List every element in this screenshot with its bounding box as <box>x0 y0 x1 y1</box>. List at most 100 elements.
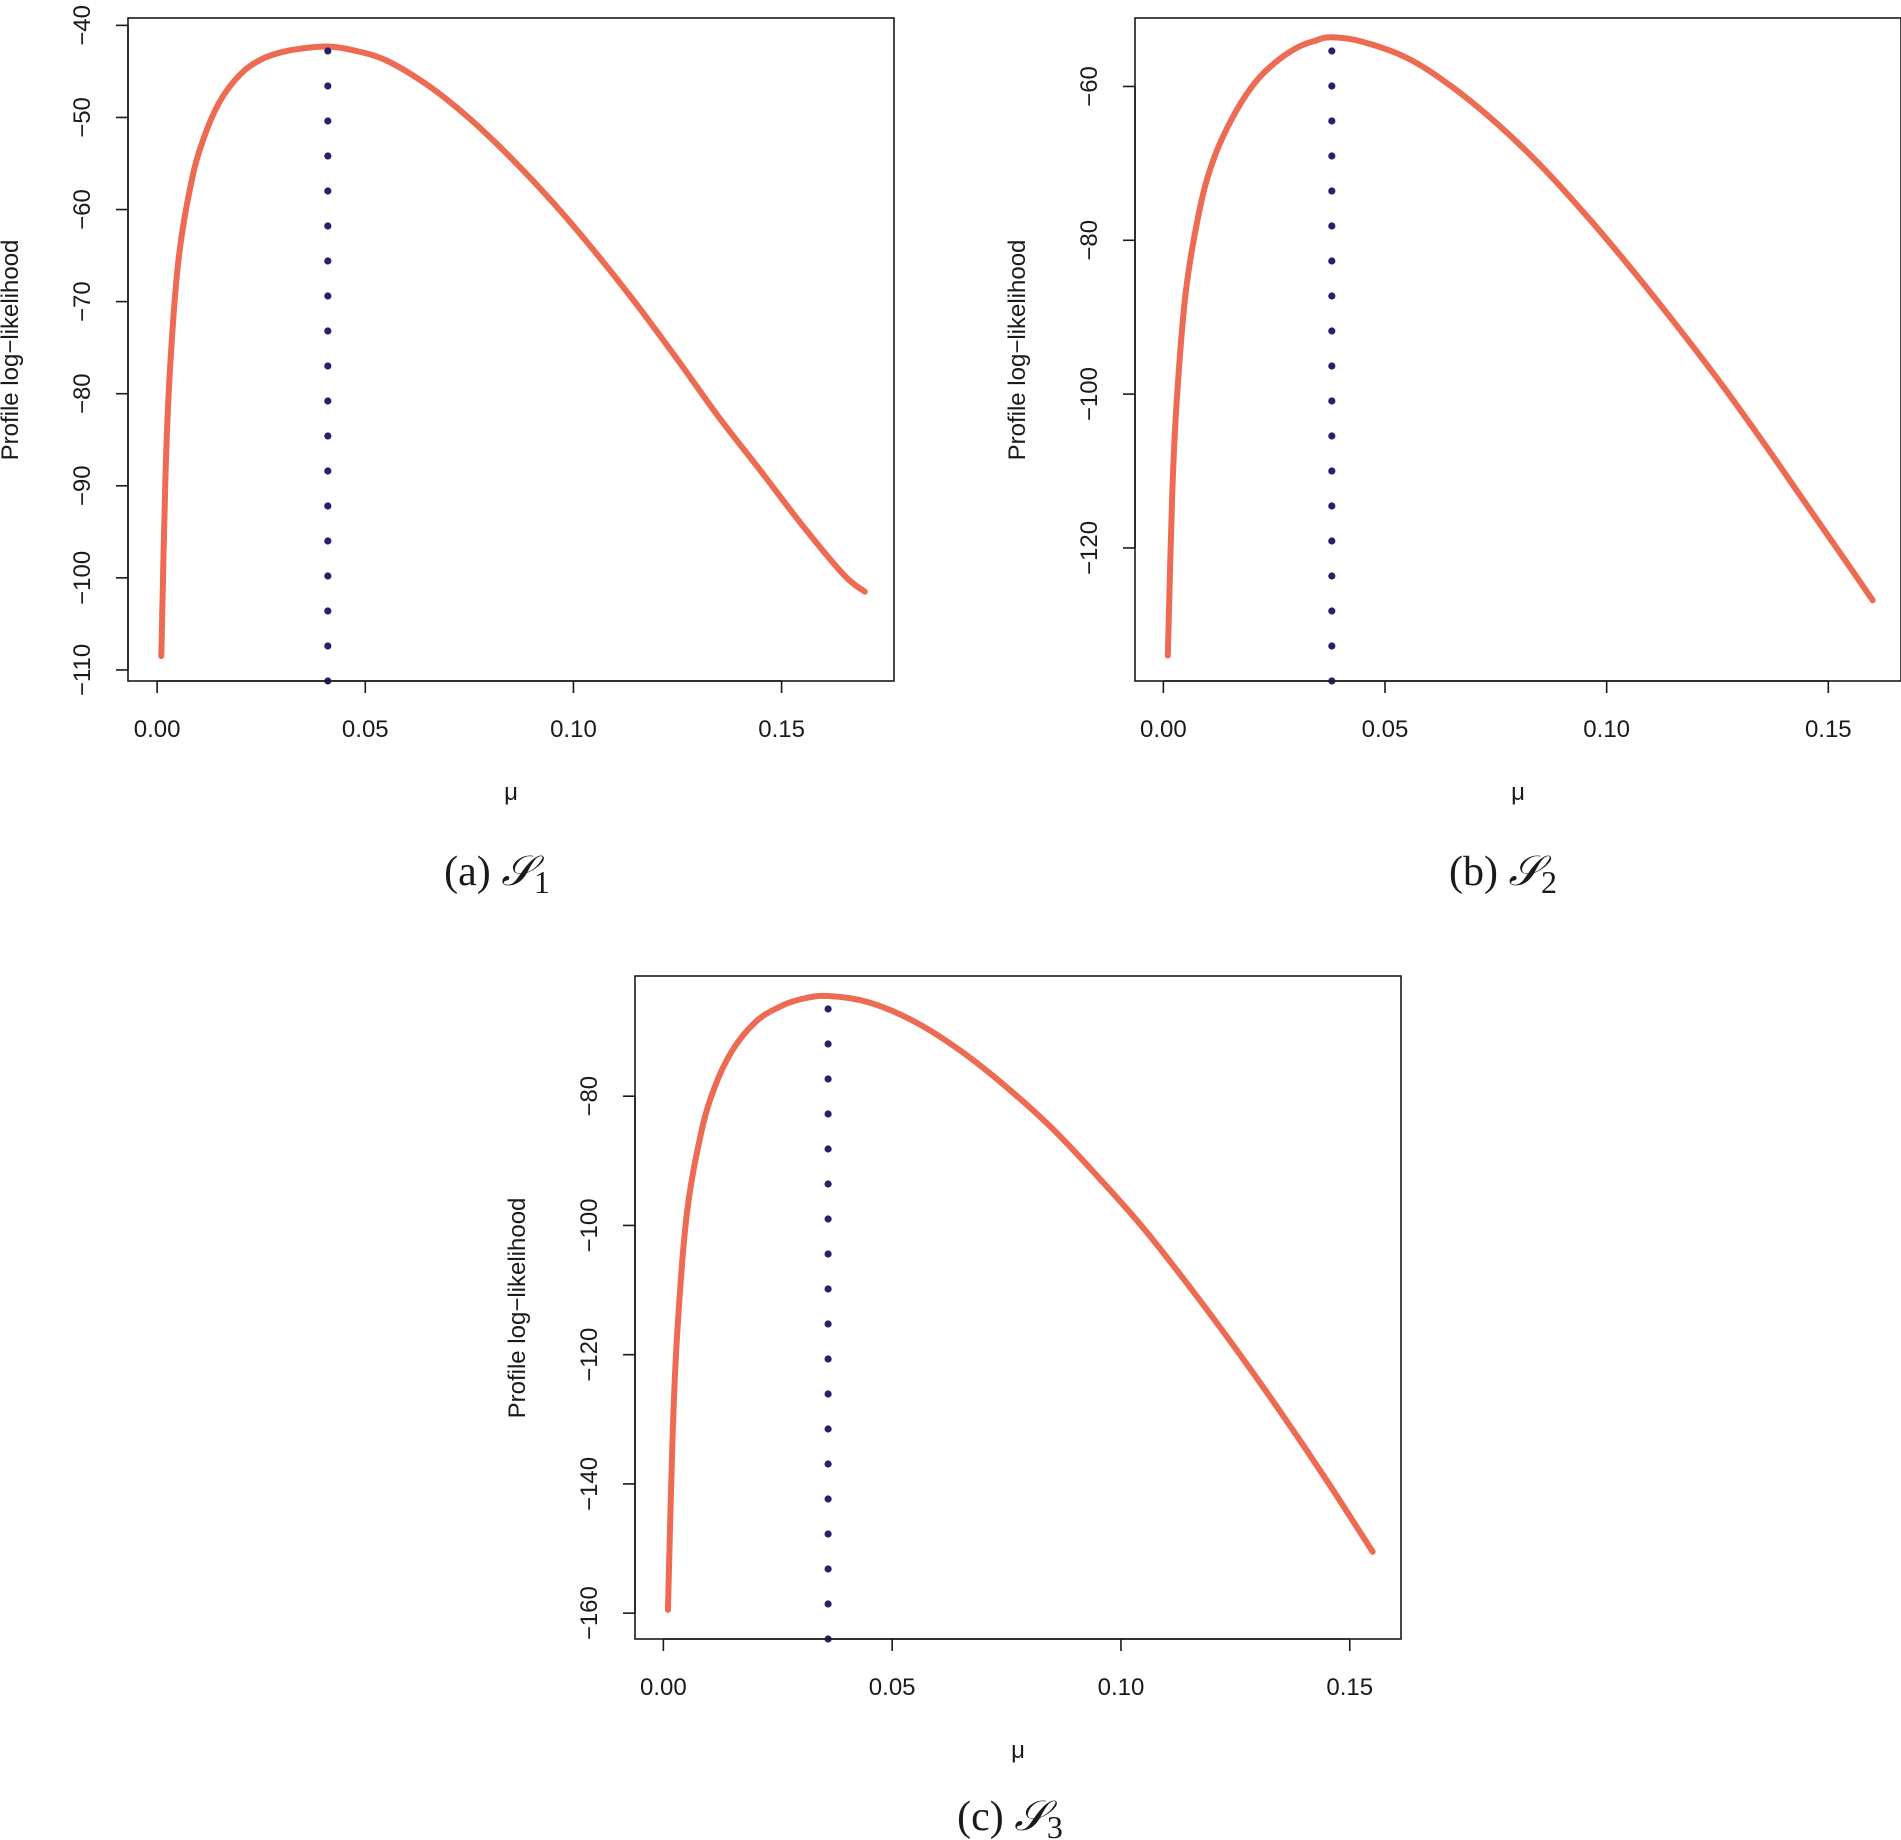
profile-likelihood-curve <box>1164 34 1876 659</box>
mle-dot <box>1328 467 1336 475</box>
mle-dot <box>824 1390 832 1398</box>
mle-dot <box>824 1075 832 1083</box>
mle-dot <box>324 47 332 55</box>
y-tick-label: −100 <box>1076 367 1103 421</box>
mle-dot <box>824 1530 832 1538</box>
mle-dot <box>324 467 332 475</box>
plot-frame <box>634 975 1402 1640</box>
x-tick-label: 0.00 <box>134 716 181 743</box>
mle-dot <box>1328 327 1336 335</box>
mle-dot <box>824 1285 832 1293</box>
panel-caption: (c) 𝒮3 <box>957 1791 1063 1840</box>
x-tick-label: 0.05 <box>342 716 389 743</box>
caption-subscript: 3 <box>1047 1809 1063 1840</box>
x-axis: 0.00 0.05 0.10 0.15 <box>134 680 805 743</box>
x-axis-title: μ <box>504 779 518 806</box>
x-axis-title: μ <box>1511 779 1525 806</box>
x-tick-label: 0.10 <box>550 716 597 743</box>
x-tick-label: 0.05 <box>1362 716 1409 743</box>
mle-dot <box>1328 397 1336 405</box>
x-tick-label: 0.10 <box>1098 1674 1145 1701</box>
caption-prefix: (b) <box>1449 849 1508 895</box>
mle-dot <box>324 292 332 300</box>
x-tick-label: 0.10 <box>1583 716 1630 743</box>
y-tick-label: −90 <box>69 465 96 506</box>
profile-likelihood-curve <box>158 43 868 660</box>
y-axis: −120 −100 −80 −60 <box>1076 66 1136 575</box>
caption-prefix: (a) <box>444 849 501 895</box>
mle-dot <box>1328 257 1336 265</box>
panel-b: 0.00 0.05 0.10 0.15 −120 −100 −80 −60 μ Profil… <box>1004 17 1901 900</box>
y-axis-title: Profile log−likelihood <box>504 1198 531 1419</box>
y-tick-label: −80 <box>1076 220 1103 261</box>
mle-dot <box>824 1110 832 1118</box>
y-tick-label: −70 <box>69 281 96 322</box>
mle-dot <box>1328 117 1336 125</box>
mle-dot <box>1328 362 1336 370</box>
mle-dot <box>1328 572 1336 580</box>
mle-dot <box>1328 222 1336 230</box>
x-axis: 0.00 0.05 0.10 0.15 <box>1140 680 1852 743</box>
y-tick-label: −80 <box>69 373 96 414</box>
mle-dot <box>824 1250 832 1258</box>
y-tick-label: −160 <box>576 1586 603 1640</box>
panel-caption: (a) 𝒮1 <box>444 846 550 900</box>
y-tick-label: −50 <box>69 97 96 138</box>
mle-dot <box>1328 607 1336 615</box>
mle-dot <box>324 572 332 580</box>
mle-marker-line <box>324 47 332 685</box>
mle-dot <box>824 1320 832 1328</box>
x-tick-label: 0.15 <box>1805 716 1852 743</box>
y-axis-title: Profile log−likelihood <box>1004 240 1031 461</box>
mle-dot <box>824 1355 832 1363</box>
plot-frame <box>127 17 895 682</box>
plot-frame <box>1134 17 1901 682</box>
mle-marker-line <box>1328 47 1336 685</box>
y-axis-title: Profile log−likelihood <box>0 240 24 461</box>
profile-likelihood-curve <box>664 992 1376 1613</box>
panel-a: 0.00 0.05 0.10 0.15 −110 −100 −90 −80 −70 −60 −50… <box>0 5 895 900</box>
panel-caption: (b) 𝒮2 <box>1449 846 1557 900</box>
y-tick-label: −110 <box>69 644 96 696</box>
mle-dot <box>324 222 332 230</box>
mle-dot <box>824 1040 832 1048</box>
mle-dot <box>1328 537 1336 545</box>
mle-dot <box>1328 187 1336 195</box>
mle-dot <box>1328 642 1336 650</box>
mle-dot <box>1328 502 1336 510</box>
mle-dot <box>824 1460 832 1468</box>
mle-dot <box>324 82 332 90</box>
mle-dot <box>324 432 332 440</box>
mle-dot <box>824 1565 832 1573</box>
y-tick-label: −60 <box>1076 66 1103 107</box>
y-tick-label: −120 <box>576 1328 603 1382</box>
mle-dot <box>324 607 332 615</box>
mle-dot <box>824 1425 832 1433</box>
mle-dot <box>324 362 332 370</box>
mle-dot <box>324 642 332 650</box>
mle-dot <box>1328 47 1336 55</box>
mle-dot <box>324 152 332 160</box>
mle-dot <box>1328 152 1336 160</box>
curve-layer <box>1164 34 1876 659</box>
mle-marker-line <box>824 1005 832 1643</box>
mle-dot <box>324 187 332 195</box>
curve-layer <box>158 43 868 660</box>
x-tick-label: 0.05 <box>869 1674 916 1701</box>
mle-dot <box>824 1215 832 1223</box>
mle-dot <box>1328 292 1336 300</box>
y-tick-label: −120 <box>1076 521 1103 575</box>
caption-prefix: (c) <box>957 1794 1014 1840</box>
caption-subscript: 2 <box>1541 864 1557 900</box>
mle-dot <box>1328 82 1336 90</box>
mle-dot <box>324 327 332 335</box>
mle-dot <box>324 502 332 510</box>
x-tick-label: 0.00 <box>1140 716 1187 743</box>
x-axis: 0.00 0.05 0.10 0.15 <box>640 1638 1373 1701</box>
mle-dot <box>824 1005 832 1013</box>
mle-dot <box>324 117 332 125</box>
y-tick-label: −140 <box>576 1457 603 1511</box>
y-tick-label: −60 <box>69 189 96 230</box>
